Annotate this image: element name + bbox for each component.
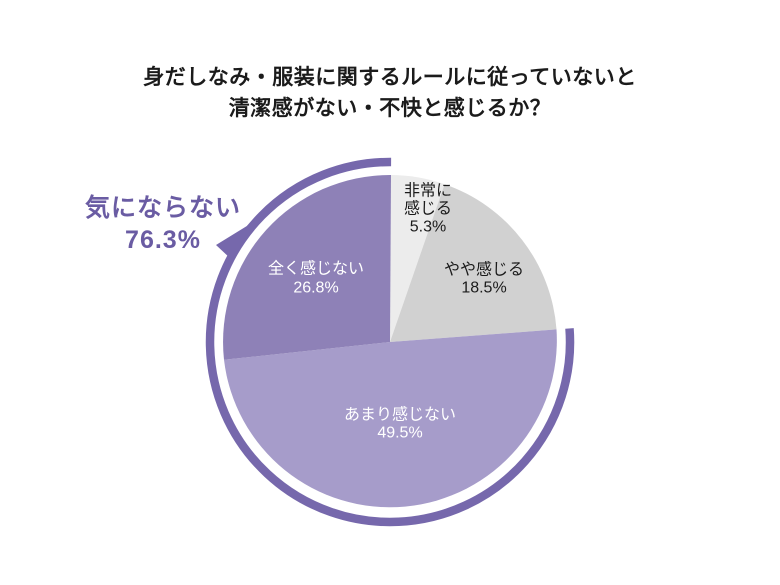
pie-slice-0-label-line1: 感じる: [404, 200, 452, 218]
pie-slice-3: [223, 174, 391, 360]
pie-slice-2-label-line0: あまり感じない: [344, 406, 456, 424]
chart-title-line1: 身だしなみ・服装に関するルールに従っていないと: [143, 66, 637, 89]
highlight-arc: [205, 157, 575, 527]
highlight-callout-label: 気にならない: [84, 194, 241, 222]
highlight-arrow-icon: [216, 221, 255, 259]
pie-slice-0: [390, 175, 445, 342]
pie-slice-3-label-line0: 全く感じない: [268, 260, 364, 278]
chart-title-line2: 清潔感がない・不快と感じるか？: [228, 97, 552, 120]
pie-slice-3-label-line1: 26.8%: [293, 280, 338, 297]
pie-slice-0-label-line0: 非常に: [404, 182, 452, 200]
pie-slice-2-label-line1: 49.5%: [377, 425, 422, 442]
pie-slice-0-label-line2: 5.3%: [410, 219, 446, 236]
pie-slice-1-label-line1: 18.5%: [461, 280, 506, 297]
highlight-callout: 気にならない 76.3%: [63, 192, 263, 256]
pie-slice-2: [224, 329, 557, 508]
pie-slice-1: [390, 184, 557, 342]
pie-slice-1-label-line0: やや感じる: [444, 261, 524, 279]
highlight-callout-value: 76.3%: [125, 226, 201, 254]
chart-title: 身だしなみ・服装に関するルールに従っていないと 清潔感がない・不快と感じるか？: [0, 62, 780, 124]
